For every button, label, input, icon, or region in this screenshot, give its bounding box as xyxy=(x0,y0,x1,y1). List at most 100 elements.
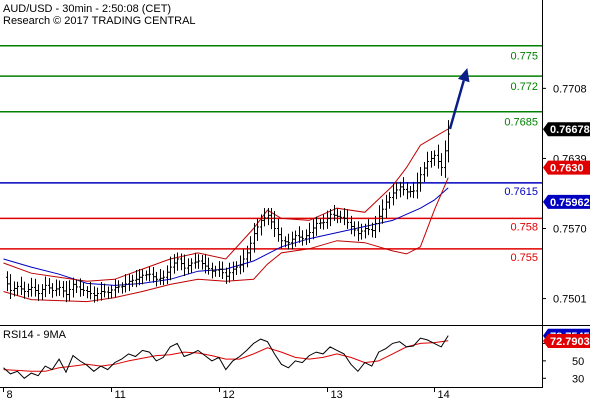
price-bar xyxy=(27,283,30,298)
price-bar xyxy=(239,255,242,275)
price-bar xyxy=(55,279,58,297)
price-bar xyxy=(253,222,256,253)
price-bar xyxy=(392,183,395,206)
indicator-lines-layer xyxy=(3,128,449,303)
rsi-axis-label: 50 xyxy=(572,356,584,368)
price-bar xyxy=(211,262,214,279)
price-bar xyxy=(190,258,193,273)
price-bar xyxy=(62,281,65,298)
price-bar xyxy=(37,284,40,301)
price-axis-label: 0.7708 xyxy=(553,83,587,95)
pivot-label: 0.7615 xyxy=(504,186,538,198)
price-bar xyxy=(89,281,92,300)
price-bar xyxy=(406,182,409,200)
price-bar xyxy=(402,177,405,196)
price-bar xyxy=(138,268,141,286)
price-bar xyxy=(360,223,363,240)
price-bar xyxy=(381,199,384,224)
resistance-label-2: 0.772 xyxy=(510,81,538,93)
price-bar xyxy=(9,274,12,299)
price-bar xyxy=(322,214,325,230)
price-bar xyxy=(430,151,433,168)
price-bar xyxy=(444,140,447,178)
rsi-ma-line xyxy=(3,340,449,372)
rsi-line xyxy=(3,335,449,379)
price-bar xyxy=(44,276,47,298)
price-bar xyxy=(48,278,51,294)
price-bar xyxy=(201,254,204,270)
price-bar xyxy=(51,283,54,298)
price-bar xyxy=(246,245,249,268)
last-price-tag-box xyxy=(543,122,590,137)
price-bar xyxy=(326,210,329,229)
price-axis-label: 0.7501 xyxy=(553,294,587,306)
price-bar xyxy=(107,286,110,300)
price-bar xyxy=(159,269,162,285)
price-bar xyxy=(34,278,37,297)
projection-arrow-layer xyxy=(448,68,470,130)
price-bar xyxy=(287,233,290,250)
price-bar xyxy=(416,172,419,199)
price-bar xyxy=(319,218,322,229)
price-bar xyxy=(426,151,429,177)
price-bar xyxy=(79,278,82,297)
rsi-panel-title: RSI14 - 9MA xyxy=(3,329,67,341)
price-bar xyxy=(315,216,318,236)
projection-arrow-shaft xyxy=(448,80,465,130)
price-levels-layer: 0.775 0.772 0.7685 0.7615 0.758 0.755 xyxy=(0,44,542,264)
rsi-tag-2-text: 72.7903 xyxy=(550,336,590,348)
bollinger-upper-line xyxy=(3,128,449,282)
price-bar xyxy=(86,286,89,299)
chart-copyright: Research © 2017 TRADING CENTRAL xyxy=(3,15,196,27)
resistance-label-1: 0.775 xyxy=(510,51,538,63)
price-bar xyxy=(13,281,16,297)
price-bar xyxy=(267,208,270,226)
price-bar xyxy=(23,281,26,299)
price-bar xyxy=(72,277,75,298)
price-bar xyxy=(242,249,245,273)
rsi-layer xyxy=(3,335,449,379)
price-bar xyxy=(284,236,287,248)
price-bar xyxy=(183,254,186,276)
price-bar xyxy=(180,253,183,271)
price-bar xyxy=(447,120,450,163)
rsi-tag-2-box xyxy=(543,333,590,348)
price-bar xyxy=(437,144,440,169)
price-tag-1-text: 0.7630 xyxy=(550,163,584,175)
price-bar xyxy=(41,284,44,301)
price-bar xyxy=(235,261,238,276)
price-bar xyxy=(68,280,71,302)
price-bar xyxy=(148,266,151,282)
price-bar xyxy=(218,261,221,277)
time-axis-label: 12 xyxy=(223,389,235,400)
price-tag-2-box xyxy=(543,194,590,209)
price-bar xyxy=(263,208,266,227)
price-axis-label: 0.7570 xyxy=(553,224,587,236)
price-bar xyxy=(169,256,172,281)
price-bar xyxy=(93,286,96,303)
price-bar xyxy=(339,210,342,223)
price-bar xyxy=(75,279,78,293)
price-bar xyxy=(20,276,23,295)
price-bar xyxy=(228,262,231,283)
rsi-tag-2: 72.7903 xyxy=(543,333,590,348)
price-bar xyxy=(124,274,127,293)
price-bar xyxy=(162,270,165,286)
price-bars-layer xyxy=(6,120,450,303)
price-bar xyxy=(121,282,124,294)
price-bar xyxy=(173,254,176,274)
projection-arrow-head xyxy=(457,68,470,83)
price-bar xyxy=(367,219,370,236)
price-bar xyxy=(204,253,207,274)
price-tag-1: 0.7630 xyxy=(543,160,590,175)
price-bar xyxy=(221,261,224,280)
price-bar xyxy=(152,266,155,283)
price-bar xyxy=(364,223,367,239)
price-bar xyxy=(117,280,120,293)
price-bar xyxy=(131,274,134,287)
price-bar xyxy=(399,181,402,198)
time-axis-label: 11 xyxy=(115,389,126,400)
